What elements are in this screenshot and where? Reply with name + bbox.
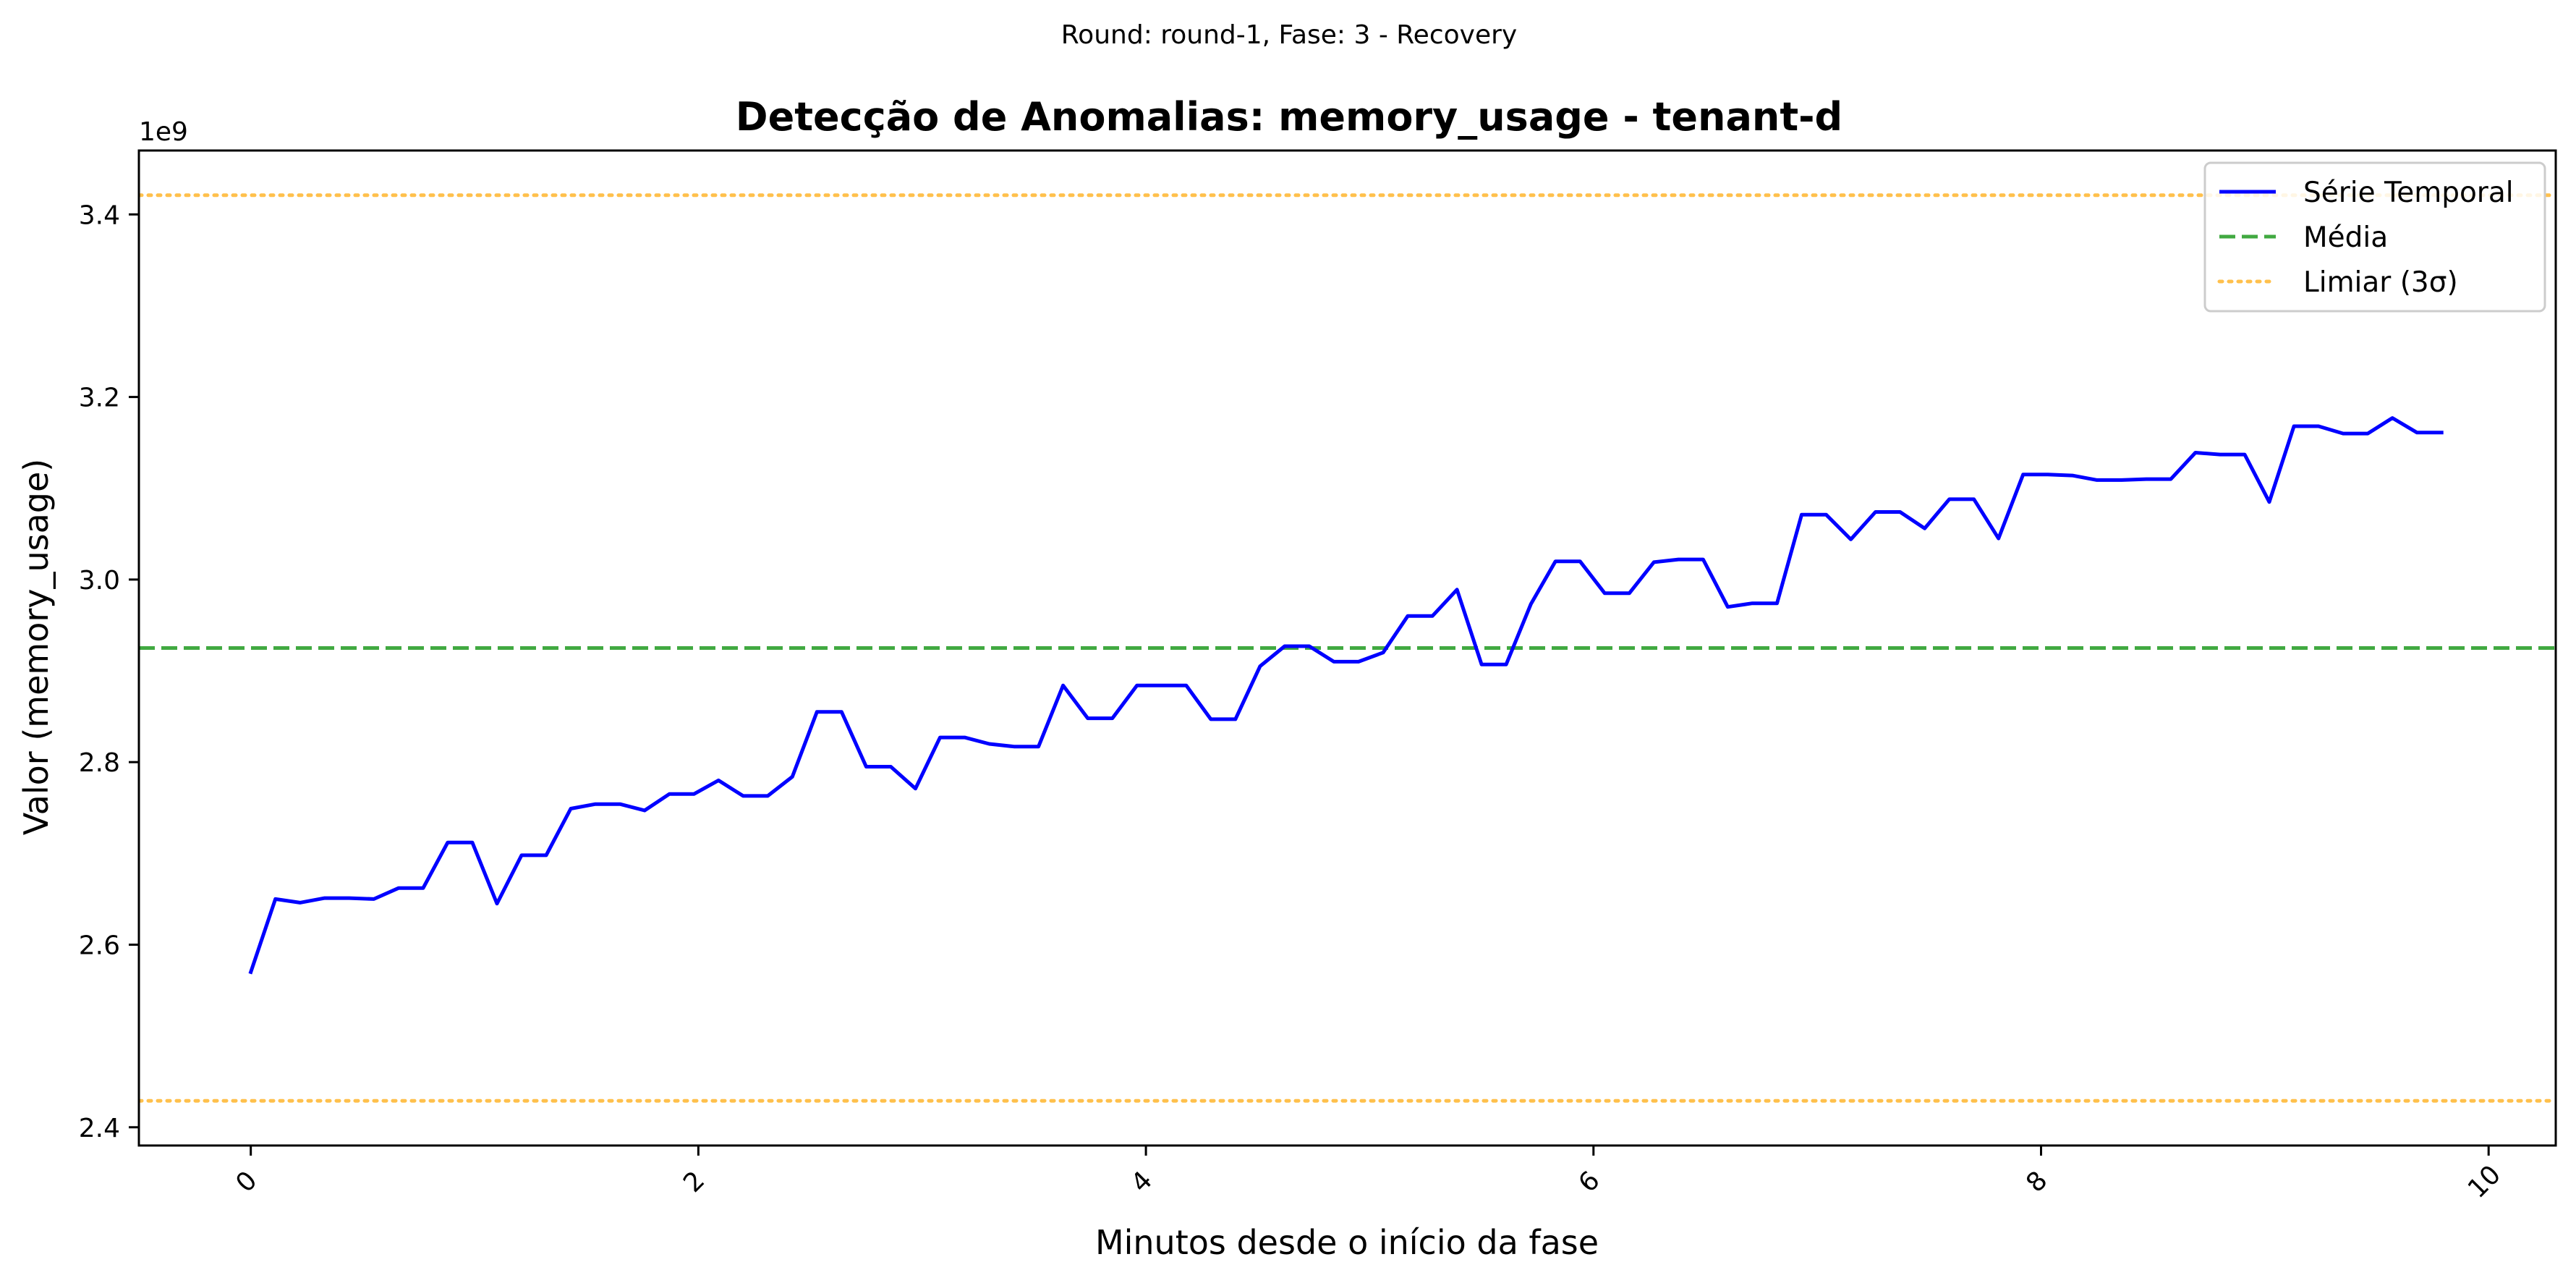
y-offset-label: 1e9	[139, 117, 188, 147]
y-tick-label: 3.4	[79, 200, 120, 230]
legend-label: Série Temporal	[2303, 177, 2514, 209]
legend-label: Limiar (3σ)	[2303, 266, 2458, 299]
legend-box	[2203, 161, 2546, 313]
time-series-line	[248, 416, 2444, 975]
x-axis-label: Minutos desde o início da fase	[1095, 1223, 1599, 1262]
legend: Série Temporal Média Limiar (3σ)	[2203, 161, 2546, 313]
y-tick-label: 3.0	[79, 566, 120, 596]
chart-title: Detecção de Anomalias: memory_usage - te…	[736, 94, 1842, 140]
chart-suptitle: Round: round-1, Fase: 3 - Recovery	[1061, 20, 1517, 50]
y-tick-label: 3.2	[79, 384, 120, 413]
legend-label: Média	[2303, 221, 2388, 254]
y-axis-label: Valor (memory_usage)	[17, 459, 56, 835]
plot-area: 0 2 4 6 8 102.42.62.83.03.23.4	[79, 149, 2557, 1204]
plot-lines	[139, 193, 2556, 1103]
y-tick-label: 2.6	[79, 931, 120, 960]
plot-frame	[137, 149, 2557, 1147]
y-tick-label: 2.4	[79, 1114, 120, 1143]
y-tick-label: 2.8	[79, 748, 120, 778]
